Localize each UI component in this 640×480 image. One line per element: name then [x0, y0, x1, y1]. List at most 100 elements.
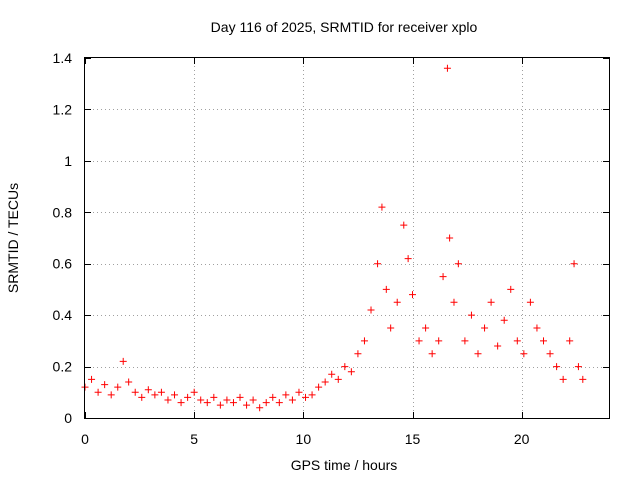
y-axis-tick-labels: 0 0.2 0.4 0.6 0.8 1 1.2 1.4: [53, 50, 73, 426]
data-point: [341, 363, 349, 371]
data-point: [487, 298, 495, 306]
data-point: [454, 260, 462, 268]
data-point: [275, 399, 283, 407]
data-point: [114, 383, 122, 391]
y-tick-label: 0.6: [53, 256, 73, 272]
data-point: [570, 260, 578, 268]
data-point: [387, 324, 395, 332]
x-axis-tick-labels: 0 5 10 15 20: [81, 431, 530, 447]
x-tick-label: 20: [514, 431, 530, 447]
data-point: [249, 396, 257, 404]
data-point: [367, 306, 375, 314]
data-point: [256, 404, 264, 412]
data-point: [378, 203, 386, 211]
data-point: [216, 401, 224, 409]
data-point: [446, 234, 454, 242]
data-point: [422, 324, 430, 332]
data-point: [533, 324, 541, 332]
data-point: [288, 396, 296, 404]
data-point: [107, 391, 115, 399]
data-point: [262, 399, 270, 407]
data-point: [282, 391, 290, 399]
data-point: [210, 393, 218, 401]
data-point: [409, 291, 416, 299]
data-point: [119, 357, 127, 365]
data-point: [243, 401, 251, 409]
data-point: [435, 337, 443, 345]
data-point: [559, 375, 567, 383]
data-point: [144, 386, 152, 394]
plot-frame: [84, 57, 610, 419]
data-point: [354, 350, 362, 358]
data-point: [94, 388, 102, 396]
x-tick-label: 15: [405, 431, 421, 447]
data-point: [500, 316, 508, 324]
chart-title: Day 116 of 2025, SRMTID for receiver xpl…: [211, 19, 478, 35]
data-point: [236, 393, 244, 401]
data-point: [546, 350, 554, 358]
data-point: [157, 388, 165, 396]
data-point: [308, 391, 316, 399]
data-point: [374, 260, 382, 268]
data-point: [400, 221, 408, 229]
data-point: [526, 298, 534, 306]
data-point: [382, 285, 390, 293]
data-point: [302, 393, 310, 401]
data-point: [439, 273, 447, 281]
data-point: [177, 399, 185, 407]
data-point: [138, 393, 146, 401]
data-point: [574, 363, 582, 371]
data-point: [334, 375, 342, 383]
data-point: [223, 396, 231, 404]
data-point: [171, 391, 179, 399]
x-tick-label: 0: [81, 431, 89, 447]
data-point: [393, 298, 401, 306]
data-point: [321, 378, 329, 386]
data-point: [101, 381, 109, 389]
y-tick-label: 1: [64, 153, 72, 169]
data-point: [328, 370, 336, 378]
data-point: [461, 337, 469, 345]
grid-lines: [85, 58, 609, 418]
x-axis-label: GPS time / hours: [291, 457, 398, 473]
data-point: [88, 375, 96, 383]
data-point: [428, 350, 436, 358]
data-point: [443, 64, 451, 72]
data-point: [450, 298, 458, 306]
x-tick-label: 5: [190, 431, 198, 447]
data-point: [540, 337, 547, 345]
y-tick-label: 0.4: [53, 307, 73, 323]
data-point: [295, 388, 303, 396]
y-axis-label: SRMTID / TECUs: [5, 183, 21, 293]
data-point: [481, 324, 489, 332]
data-point: [474, 350, 482, 358]
data-point: [347, 368, 355, 376]
y-tick-label: 1.4: [53, 50, 73, 66]
data-point: [190, 388, 198, 396]
data-point: [467, 311, 475, 319]
data-point: [579, 375, 587, 383]
data-point: [507, 285, 515, 293]
data-point: [494, 342, 502, 350]
axis-ticks: [85, 58, 609, 419]
data-point: [404, 255, 412, 263]
data-point: [229, 399, 237, 407]
y-tick-label: 1.2: [53, 101, 73, 117]
y-tick-label: 0: [64, 410, 72, 426]
data-point: [184, 393, 192, 401]
y-tick-label: 0.8: [53, 204, 73, 220]
data-point: [131, 388, 139, 396]
data-point: [269, 393, 277, 401]
data-point: [513, 337, 521, 345]
data-point: [151, 391, 159, 399]
data-point: [553, 363, 561, 371]
data-point: [360, 337, 368, 345]
data-points: [81, 64, 587, 412]
data-point: [164, 396, 172, 404]
data-point: [197, 396, 205, 404]
data-point: [315, 383, 323, 391]
data-point: [566, 337, 574, 345]
data-point: [125, 378, 133, 386]
data-point: [520, 350, 528, 358]
